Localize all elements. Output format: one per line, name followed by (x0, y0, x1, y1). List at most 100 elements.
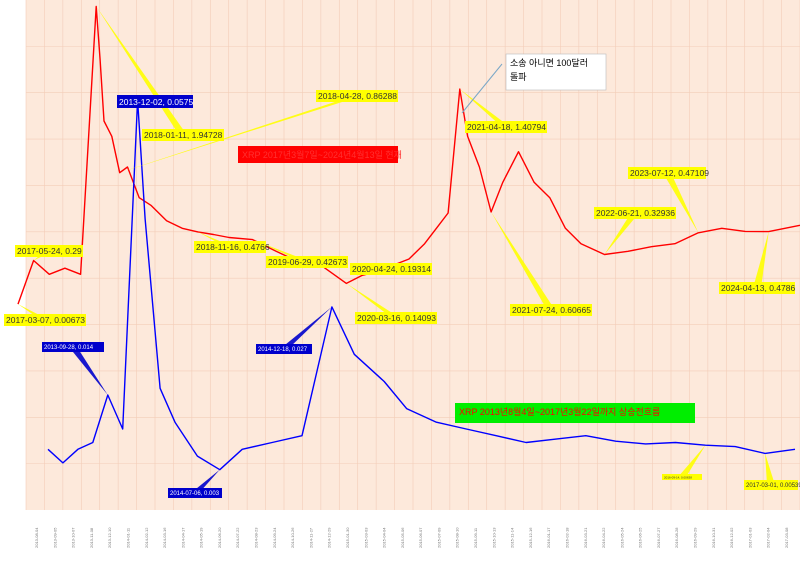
annotation-box (662, 474, 702, 480)
annotation-box (194, 241, 266, 253)
annotation-pointer (280, 306, 332, 349)
annotation-box (117, 95, 193, 108)
annotation-box (719, 282, 795, 294)
annotation-pointer (765, 453, 775, 485)
annotation-label: 2024-04-13, 0.4786 (721, 283, 795, 293)
x-tick-label: 2016-03-21 (583, 527, 588, 548)
annotation-label: 2017-03-07, 0.00673 (6, 315, 85, 325)
x-tick-label: 2015-10-13 (491, 527, 496, 548)
annotation-label: 2013-09-28, 0.014 (44, 345, 94, 351)
note-box (455, 403, 695, 423)
annotation-box (465, 121, 547, 133)
annotation-label: 2014-07-06, 0.003 (170, 491, 220, 497)
x-tick-label: 2015-12-16 (528, 527, 533, 548)
x-tick-label: 2013-12-10 (107, 527, 112, 548)
x-tick-label: 2015-05-06 (400, 527, 405, 548)
annotation-label: 2022-06-21, 0.32936 (596, 208, 675, 218)
x-tick-label: 2013-08-04 (34, 527, 39, 548)
note-text: XRP 2013년8월4일~2017년3월22일까지 상승전흐름 (459, 406, 660, 417)
annotation-pointer (69, 347, 108, 396)
note-box (238, 146, 398, 163)
note-leader-line (461, 63, 503, 114)
x-tick-label: 2014-04-17 (180, 527, 185, 548)
annotation-box (355, 312, 437, 324)
annotation-label: 2020-04-24, 0.19314 (352, 264, 431, 274)
x-tick-label: 2016-08-28 (674, 527, 679, 548)
x-tick-label: 2017-01-03 (747, 527, 752, 548)
x-tick-label: 2015-07-09 (436, 527, 441, 548)
annotation-box (628, 167, 706, 179)
annotation-box (4, 314, 86, 326)
x-tick-label: 2015-11-14 (510, 527, 515, 548)
note-text: 돌파 (510, 72, 527, 82)
x-tick-label: 2014-03-16 (162, 527, 167, 548)
annotation-box (168, 488, 222, 498)
x-tick-label: 2017-02-04 (766, 527, 771, 548)
x-tick-label: 2016-05-24 (619, 527, 624, 548)
x-tick-label: 2014-07-22 (235, 527, 240, 548)
x-tick-label: 2014-10-26 (290, 527, 295, 548)
x-tick-label: 2016-04-22 (601, 527, 606, 548)
annotation-label: 2018-01-11, 1.94728 (144, 130, 223, 140)
x-tick-label: 2015-09-11 (473, 527, 478, 548)
x-tick-label: 2016-12-02 (729, 527, 734, 548)
x-tick-label: 2015-06-07 (418, 527, 423, 548)
x-tick-label: 2017-03-08 (784, 527, 789, 548)
annotation-box (266, 256, 348, 268)
annotation-label: 2017-03-01, 0.00539 (746, 483, 800, 489)
annotation-label: 2021-07-24, 0.60665 (512, 305, 591, 315)
x-tick-label: 2016-09-29 (693, 527, 698, 548)
annotation-pointer (119, 96, 361, 173)
annotation-label: 2013-12-02, 0.0575 (119, 97, 193, 107)
x-tick-label: 2014-06-20 (217, 527, 222, 548)
x-tick-label: 2014-12-29 (327, 527, 332, 548)
annotation-box (350, 263, 432, 275)
annotation-label: 2014-12-18, 0.027 (258, 347, 308, 353)
annotation-box (594, 207, 676, 219)
x-tick-label: 2015-03-03 (363, 527, 368, 548)
x-tick-label: 2015-08-10 (455, 527, 460, 548)
annotation-pointer (491, 211, 555, 310)
x-tick-label: 2013-09-05 (52, 527, 57, 548)
x-tick-label: 2014-11-27 (308, 527, 313, 548)
annotation-label: 2017-05-24, 0.29 (17, 246, 82, 256)
x-tick-label: 2016-02-18 (564, 527, 569, 548)
x-tick-label: 2014-05-19 (199, 527, 204, 548)
note-text: XRP 2017년3월7일~2024년4월13일 현재 (242, 149, 402, 160)
annotation-label: 2021-04-18, 1.40794 (467, 122, 546, 132)
x-tick-label: 2013-11-08 (89, 527, 94, 548)
annotation-label: 2018-11-16, 0.4766 (196, 242, 270, 252)
x-tick-label: 2016-01-17 (546, 527, 551, 548)
annotation-pointer (96, 6, 187, 135)
annotation-label: 2023-07-12, 0.47109 (630, 168, 709, 178)
annotation-pointer (191, 469, 220, 493)
annotation-label: 2016-09-14, 0.00638 (664, 476, 692, 480)
note-text: 소송 아니면 100달러 (510, 57, 588, 68)
annotation-box (510, 304, 592, 316)
x-tick-label: 2016-10-31 (711, 527, 716, 548)
annotation-box (256, 344, 312, 354)
annotation-pointer (663, 173, 699, 233)
x-tick-label: 2015-04-04 (382, 527, 387, 548)
annotation-box (316, 90, 398, 102)
annotation-pointer (346, 283, 400, 318)
annotation-box (15, 245, 83, 257)
x-tick-label: 2016-07-27 (656, 527, 661, 548)
annotation-label: 2020-03-16, 0.14093 (357, 313, 436, 323)
note-box (505, 53, 607, 91)
annotation-pointer (753, 231, 769, 288)
x-tick-label: 2016-06-25 (638, 527, 643, 548)
annotation-box (142, 129, 224, 141)
series-line-1 (47, 99, 796, 471)
x-tick-label: 2015-01-30 (345, 527, 350, 548)
annotation-pointer (18, 304, 49, 320)
x-tick-label: 2014-09-24 (272, 527, 277, 548)
annotation-label: 2019-06-29, 0.42673 (268, 257, 347, 267)
annotation-pointer (459, 89, 510, 127)
annotation-box (42, 342, 104, 352)
annotation-label: 2018-04-28, 0.86288 (318, 91, 397, 101)
x-tick-label: 2014-08-23 (254, 527, 259, 548)
annotation-box (744, 480, 798, 490)
